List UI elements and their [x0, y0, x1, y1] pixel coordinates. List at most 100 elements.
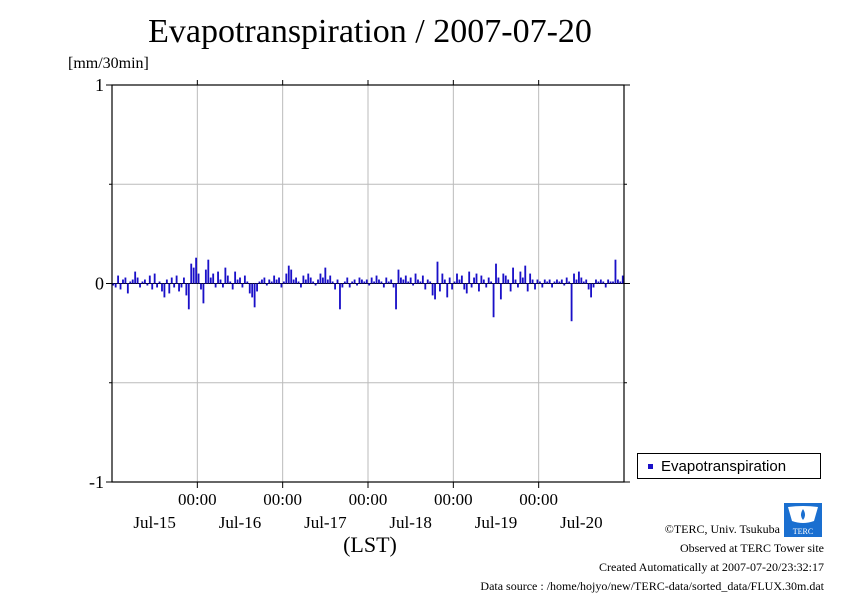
data-bar [382, 283, 385, 288]
data-bar [604, 283, 607, 288]
chart-legend: Evapotranspiration [637, 453, 821, 479]
data-bar [158, 281, 161, 284]
data-bar [575, 279, 578, 284]
data-bar [351, 281, 354, 284]
data-bar [504, 275, 507, 284]
data-bar [541, 283, 544, 288]
footer-observed: Observed at TERC Tower site [679, 541, 824, 555]
data-bar [573, 273, 575, 284]
data-bar [531, 279, 534, 284]
data-bar [336, 279, 339, 284]
data-bar [619, 281, 622, 284]
data-bar [599, 279, 602, 284]
data-bar [446, 283, 449, 298]
data-bar [409, 277, 412, 284]
data-bar [217, 271, 219, 284]
data-bar [282, 281, 285, 284]
data-bar [168, 283, 171, 294]
x-tick-day-label: Jul-16 [219, 513, 262, 532]
data-bar [290, 269, 293, 284]
data-bar [595, 279, 597, 284]
footer-created: Created Automatically at 2007-07-20/23:3… [599, 560, 824, 574]
data-bar [365, 279, 368, 284]
data-bar [509, 283, 512, 292]
data-bar [161, 283, 163, 292]
data-bar [551, 283, 553, 288]
data-bar [241, 283, 244, 288]
data-bar [297, 281, 300, 284]
data-bar [295, 277, 297, 284]
data-bar [185, 283, 188, 296]
data-bar [534, 283, 536, 290]
data-bar [200, 283, 202, 290]
data-bar [568, 281, 571, 284]
data-bar [263, 277, 266, 284]
data-bar [231, 283, 234, 290]
data-bar [224, 267, 227, 284]
x-tick-time-label: 00:00 [519, 490, 558, 509]
data-bar [151, 283, 154, 290]
data-bar [580, 277, 583, 284]
data-bar [370, 277, 373, 284]
data-bar [548, 279, 551, 284]
data-bar [451, 283, 454, 290]
data-bar [470, 283, 473, 288]
data-bar [148, 275, 151, 284]
data-bar [114, 283, 117, 288]
data-bar [512, 267, 514, 284]
data-bar [448, 277, 451, 284]
data-bar [363, 281, 366, 284]
data-bar [499, 283, 502, 300]
data-bar [565, 277, 568, 284]
data-bar [517, 283, 519, 288]
data-bar [487, 277, 490, 284]
data-bar [222, 283, 224, 288]
data-bar [402, 279, 405, 284]
data-bar [265, 283, 268, 286]
data-bar [404, 275, 407, 284]
data-bar [390, 279, 393, 284]
data-bar [395, 283, 397, 310]
data-bar [519, 271, 522, 284]
data-bar [117, 275, 120, 284]
data-bar [126, 283, 129, 294]
data-bar [219, 279, 222, 284]
data-bar [261, 279, 263, 284]
data-bar [421, 275, 424, 284]
data-bar [234, 271, 237, 284]
data-bar [543, 279, 546, 284]
data-bar [538, 281, 541, 284]
data-bar [331, 281, 334, 284]
data-bar [478, 283, 480, 292]
x-tick-day-label: Jul-19 [475, 513, 518, 532]
data-bar [270, 281, 273, 284]
data-bar [229, 281, 232, 284]
data-bar [243, 275, 246, 284]
data-bar [178, 283, 180, 292]
data-bar [485, 283, 488, 288]
data-bar [122, 279, 124, 284]
data-bar [507, 279, 510, 284]
data-bar [204, 269, 207, 284]
data-bar [153, 273, 156, 284]
data-bar [346, 277, 349, 284]
data-bar [460, 275, 463, 284]
data-bar [597, 281, 600, 284]
data-bar [136, 277, 139, 284]
data-bar [319, 273, 322, 284]
data-bar [348, 283, 351, 288]
data-bar [212, 273, 215, 284]
data-bar [141, 281, 144, 284]
data-bar [285, 273, 288, 284]
data-bar [556, 279, 558, 284]
data-bar [239, 277, 241, 284]
data-bar [558, 281, 561, 284]
data-bar [592, 283, 595, 288]
y-tick-label: -1 [89, 472, 104, 492]
data-bar [439, 283, 441, 292]
legend-label: Evapotranspiration [661, 457, 787, 475]
data-bar [400, 277, 402, 284]
data-bar [268, 279, 271, 284]
data-bar [312, 281, 315, 284]
data-bar [353, 279, 356, 284]
